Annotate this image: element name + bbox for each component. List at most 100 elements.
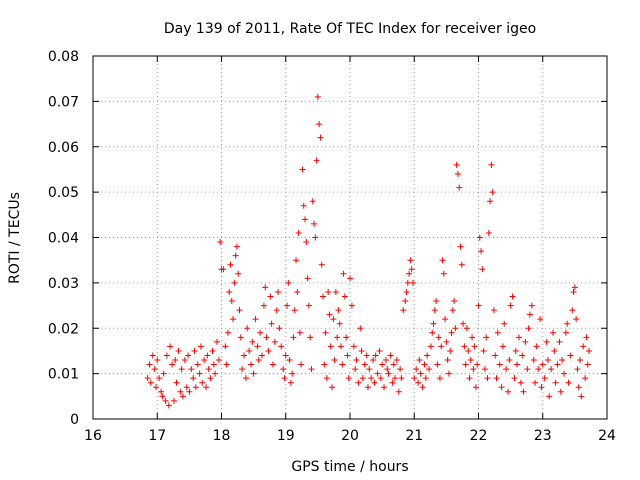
data-point [300,202,307,209]
data-point [478,248,485,255]
data-point [304,275,311,282]
data-point [296,329,303,336]
data-point [355,379,362,386]
data-point [426,366,433,373]
data-point [224,329,231,336]
data-point [233,243,240,250]
data-point [528,302,535,309]
data-point [287,379,294,386]
data-point [506,357,513,364]
data-point [466,375,473,382]
data-point [291,307,298,314]
data-point [505,388,512,395]
data-points [144,93,593,409]
data-point [263,334,270,341]
x-tick-label: 23 [534,428,552,444]
data-point [361,361,368,368]
data-point [519,352,526,359]
y-tick-label: 0.08 [48,49,79,65]
data-point [479,266,486,273]
data-point [372,352,379,359]
data-point [226,288,233,295]
data-point [177,388,184,395]
data-point [496,361,503,368]
data-point [317,134,324,141]
data-point [499,343,506,350]
data-point [525,325,532,332]
data-point [515,334,522,341]
data-point [325,288,332,295]
data-point [413,366,420,373]
y-tick-label: 0.03 [48,276,79,292]
data-point [240,352,247,359]
data-point [169,361,176,368]
data-point [194,361,201,368]
data-point [493,375,500,382]
data-point [329,384,336,391]
data-point [152,384,159,391]
data-point [393,357,400,364]
data-point [488,161,495,168]
data-point [258,352,265,359]
data-point [557,388,564,395]
data-point [435,334,442,341]
data-point [575,384,582,391]
data-point [509,293,516,300]
data-point [574,366,581,373]
data-point [308,366,315,373]
data-point [409,279,416,286]
data-point [520,388,527,395]
data-point [191,347,198,354]
data-point [236,307,243,314]
data-point [550,329,557,336]
data-point [163,352,170,359]
data-point [252,316,259,323]
data-point [302,216,309,223]
data-point [411,375,418,382]
data-point [267,293,274,300]
data-point [156,375,163,382]
data-point [452,325,459,332]
data-point [151,366,158,373]
data-point [398,375,405,382]
x-tick-label: 24 [598,428,616,444]
x-axis-label: GPS time / hours [291,459,408,475]
data-point [165,402,172,409]
data-point [257,329,264,336]
data-point [172,357,179,364]
data-point [463,325,470,332]
data-point [567,352,574,359]
data-point [178,366,185,373]
data-point [320,293,327,300]
data-point [494,329,501,336]
data-point [282,352,289,359]
data-point [363,352,370,359]
data-point [391,375,398,382]
data-point [217,239,224,246]
data-point [514,361,521,368]
data-point [235,270,242,277]
y-tick-label: 0.05 [48,185,79,201]
y-tick-label: 0.06 [48,140,79,156]
data-point [490,307,497,314]
data-point [454,170,461,177]
data-point [332,288,339,295]
data-point [586,347,593,354]
data-point [242,375,249,382]
data-point [214,338,221,345]
data-point [474,361,481,368]
data-point [564,320,571,327]
data-point [422,375,429,382]
data-point [175,347,182,354]
data-point [312,234,319,241]
data-point [227,261,234,268]
data-point [265,347,272,354]
data-point [305,302,312,309]
data-point [427,343,434,350]
data-point [309,198,316,205]
data-point [421,361,428,368]
data-point [322,329,329,336]
x-tick-label: 18 [213,428,231,444]
data-point [376,347,383,354]
